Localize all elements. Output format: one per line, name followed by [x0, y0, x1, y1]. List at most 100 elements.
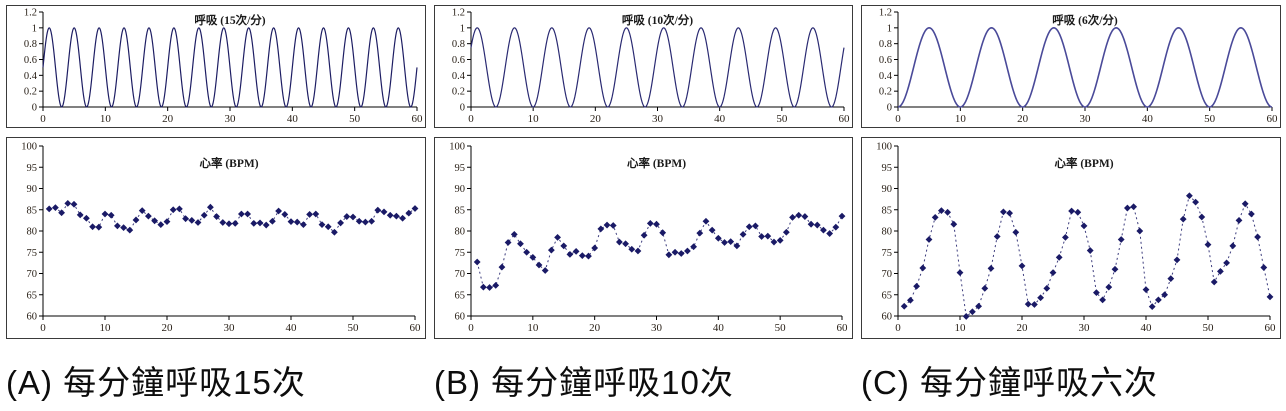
- svg-text:0.8: 0.8: [24, 39, 37, 50]
- svg-text:85: 85: [455, 205, 466, 216]
- svg-text:呼吸 (15次/分): 呼吸 (15次/分): [194, 13, 265, 27]
- svg-text:0.4: 0.4: [24, 71, 38, 82]
- svg-text:0.6: 0.6: [24, 55, 37, 66]
- svg-text:50: 50: [776, 113, 788, 125]
- svg-text:65: 65: [882, 290, 893, 301]
- svg-text:0: 0: [460, 103, 465, 114]
- svg-text:呼吸 (6次/分): 呼吸 (6次/分): [1052, 13, 1118, 27]
- svg-text:20: 20: [590, 113, 602, 125]
- svg-text:0.2: 0.2: [452, 87, 465, 98]
- svg-text:65: 65: [27, 290, 38, 301]
- svg-text:40: 40: [714, 113, 726, 125]
- svg-text:10: 10: [100, 113, 112, 125]
- svg-text:10: 10: [100, 322, 112, 334]
- svg-text:90: 90: [455, 184, 466, 195]
- svg-text:50: 50: [1203, 322, 1215, 334]
- breathing-chart-15: 0 0.2 0.4 0.6 0.8 1 1.2 0 10 20 30 40 50 60 呼吸 (15次/分): [6, 5, 426, 128]
- svg-text:心率 (BPM): 心率 (BPM): [1054, 156, 1113, 170]
- svg-text:80: 80: [27, 227, 38, 238]
- svg-text:85: 85: [882, 205, 893, 216]
- svg-text:50: 50: [775, 322, 787, 334]
- svg-text:0: 0: [468, 113, 474, 125]
- svg-text:40: 40: [287, 113, 299, 125]
- svg-text:100: 100: [449, 142, 465, 153]
- svg-text:80: 80: [882, 227, 893, 238]
- svg-text:30: 30: [652, 113, 664, 125]
- svg-text:心率 (BPM): 心率 (BPM): [627, 156, 686, 170]
- svg-text:呼吸 (10次/分): 呼吸 (10次/分): [622, 13, 693, 27]
- svg-text:20: 20: [1017, 322, 1029, 334]
- svg-text:70: 70: [455, 269, 466, 280]
- svg-text:90: 90: [882, 184, 893, 195]
- heart-rate-chart-a: 60 65 70 75 80 85 90 95 100 0 10 20 30 40 50 60 心率 (BPM): [6, 137, 426, 339]
- svg-text:20: 20: [162, 113, 174, 125]
- svg-text:100: 100: [876, 142, 892, 153]
- svg-text:40: 40: [1141, 322, 1153, 334]
- svg-text:0.2: 0.2: [24, 87, 37, 98]
- svg-text:75: 75: [455, 248, 466, 259]
- svg-text:60: 60: [455, 312, 466, 323]
- svg-text:0: 0: [468, 322, 474, 334]
- svg-text:50: 50: [349, 113, 361, 125]
- svg-text:90: 90: [27, 184, 38, 195]
- svg-text:30: 30: [651, 322, 663, 334]
- svg-text:60: 60: [839, 113, 851, 125]
- svg-text:心率 (BPM): 心率 (BPM): [199, 156, 258, 170]
- svg-text:40: 40: [713, 322, 725, 334]
- svg-text:65: 65: [455, 290, 466, 301]
- svg-text:60: 60: [1267, 113, 1279, 125]
- svg-text:20: 20: [589, 322, 601, 334]
- svg-text:30: 30: [1079, 322, 1091, 334]
- caption-c: (C) 每分鐘呼吸六次: [861, 364, 1158, 401]
- svg-text:10: 10: [955, 322, 967, 334]
- svg-text:60: 60: [1265, 322, 1277, 334]
- svg-text:20: 20: [1017, 113, 1028, 125]
- heart-rate-chart-b: 60 65 70 75 80 85 90 95 100 0 10 20 30 40 50 60 心率 (BPM): [434, 137, 853, 339]
- svg-text:0.6: 0.6: [879, 55, 892, 66]
- svg-text:70: 70: [882, 269, 893, 280]
- svg-text:10: 10: [955, 113, 967, 125]
- svg-text:1: 1: [460, 23, 465, 34]
- svg-text:50: 50: [348, 322, 360, 334]
- svg-text:60: 60: [410, 322, 422, 334]
- svg-text:70: 70: [27, 269, 38, 280]
- svg-text:40: 40: [1142, 113, 1154, 125]
- caption-b: (B) 每分鐘呼吸10次: [434, 364, 734, 401]
- svg-text:60: 60: [837, 322, 849, 334]
- svg-text:30: 30: [224, 322, 236, 334]
- svg-text:1: 1: [887, 23, 892, 34]
- svg-text:85: 85: [27, 205, 38, 216]
- svg-text:1: 1: [32, 23, 37, 34]
- svg-text:75: 75: [27, 248, 38, 259]
- svg-text:20: 20: [162, 322, 174, 334]
- breathing-chart-10: 0 0.2 0.4 0.6 0.8 1 1.2 0 10 20 30 40 50 60 呼吸 (10次/分): [434, 5, 853, 128]
- svg-text:95: 95: [882, 163, 893, 174]
- svg-text:40: 40: [286, 322, 298, 334]
- svg-text:10: 10: [528, 113, 540, 125]
- svg-text:0.2: 0.2: [879, 87, 892, 98]
- svg-text:1.2: 1.2: [24, 8, 37, 19]
- svg-text:0.4: 0.4: [879, 71, 893, 82]
- svg-text:0: 0: [40, 113, 46, 125]
- svg-text:1.2: 1.2: [879, 8, 892, 19]
- svg-text:0: 0: [895, 322, 901, 334]
- svg-text:10: 10: [527, 322, 539, 334]
- svg-text:100: 100: [21, 142, 37, 153]
- svg-text:30: 30: [225, 113, 237, 125]
- svg-text:60: 60: [882, 312, 893, 323]
- svg-text:95: 95: [27, 163, 38, 174]
- svg-text:0.8: 0.8: [879, 39, 892, 50]
- svg-text:0: 0: [40, 322, 46, 334]
- svg-text:0.8: 0.8: [452, 39, 465, 50]
- svg-text:75: 75: [882, 248, 893, 259]
- svg-text:0: 0: [887, 103, 892, 114]
- svg-text:60: 60: [27, 312, 38, 323]
- svg-text:30: 30: [1080, 113, 1092, 125]
- caption-a: (A) 每分鐘呼吸15次: [6, 364, 306, 401]
- svg-text:60: 60: [412, 113, 424, 125]
- breathing-chart-6: 0 0.2 0.4 0.6 0.8 1 1.2 0 10 20 30 40 50 60 呼吸 (6次/分): [861, 5, 1281, 128]
- svg-text:95: 95: [455, 163, 466, 174]
- svg-text:50: 50: [1204, 113, 1216, 125]
- svg-text:0.4: 0.4: [452, 71, 466, 82]
